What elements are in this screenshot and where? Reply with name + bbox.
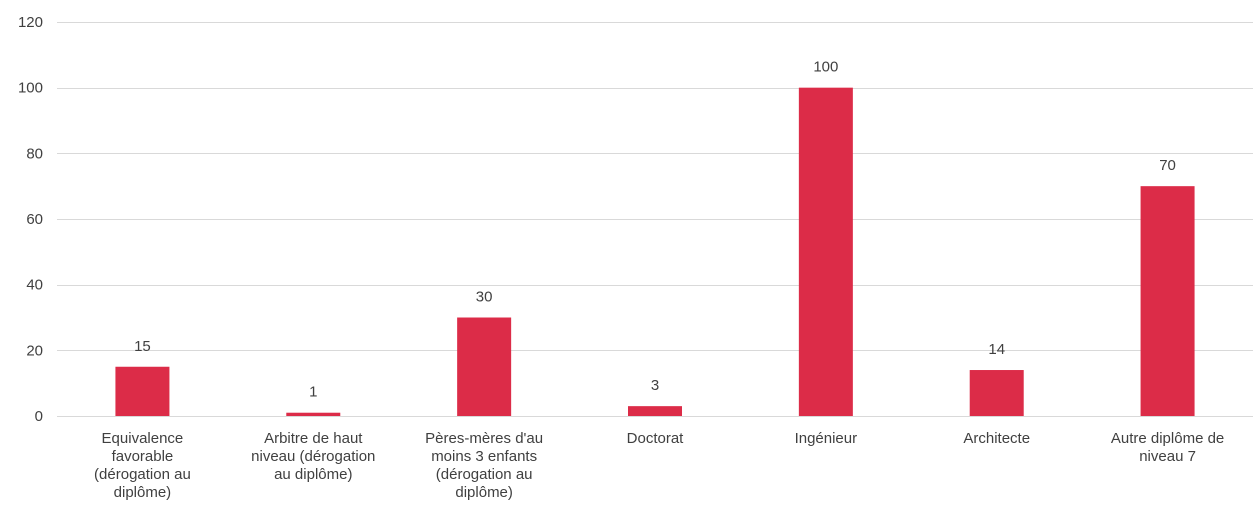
gridlines (57, 22, 1253, 417)
y-axis-tick-labels: 0 20 40 60 80 100 120 (18, 14, 43, 425)
y-tick-label-120: 120 (18, 14, 43, 31)
y-tick-label-20: 20 (26, 342, 43, 359)
data-label-0: 15 (134, 338, 151, 355)
y-tick-label-80: 80 (26, 145, 43, 162)
y-tick-label-60: 60 (26, 211, 43, 228)
data-label-3: 3 (651, 377, 659, 394)
bar-1 (286, 412, 341, 416)
data-label-5: 14 (988, 341, 1005, 358)
x-category-label-3: Doctorat (627, 430, 685, 447)
y-tick-label-0: 0 (35, 408, 43, 425)
data-labels: 15 1 30 3 100 14 70 (134, 59, 1176, 401)
bar-5 (969, 370, 1024, 416)
bar-3 (628, 406, 682, 416)
x-category-label-1: Arbitre de haut niveau (dérogation au dipl… (251, 430, 375, 483)
data-label-4: 100 (813, 59, 838, 76)
y-tick-label-40: 40 (26, 277, 43, 294)
data-label-1: 1 (309, 384, 317, 401)
bar-6 (1140, 186, 1195, 416)
bar-2 (457, 317, 512, 416)
x-category-label-5: Architecte (963, 430, 1030, 447)
data-label-2: 30 (476, 289, 493, 306)
bars (115, 87, 1195, 417)
x-category-label-6: Autre diplôme de niveau 7 (1111, 430, 1224, 465)
x-category-label-2: Pères-mères d'au moins 3 enfants (dérogati… (425, 430, 543, 501)
bar-4 (798, 87, 853, 417)
x-category-label-0: Equivalence favorable (dérogation au diplôm… (94, 430, 191, 501)
bar-0 (115, 366, 170, 416)
data-label-6: 70 (1159, 157, 1176, 174)
y-tick-label-100: 100 (18, 80, 43, 97)
x-category-label-4: Ingénieur (795, 430, 858, 447)
x-axis-category-labels: Equivalence favorable (dérogation au diplôm… (94, 430, 1224, 501)
